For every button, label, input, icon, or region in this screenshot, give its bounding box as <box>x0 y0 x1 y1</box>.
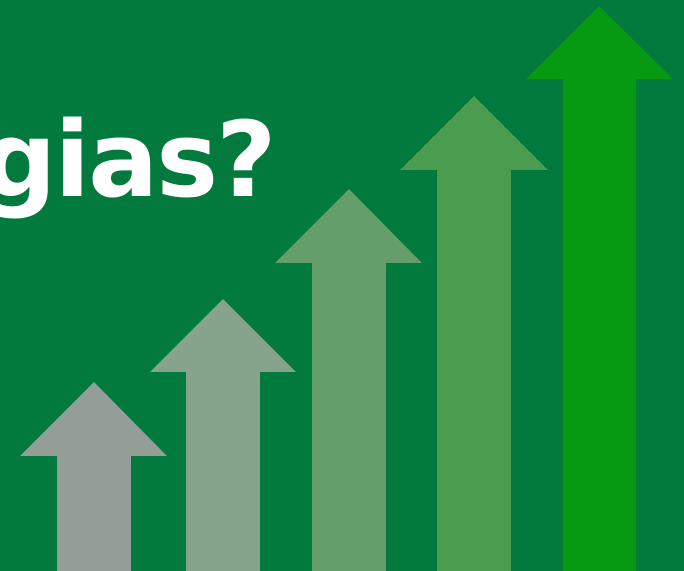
headline-text: gias? <box>0 99 277 221</box>
arrow-3 <box>275 189 422 571</box>
arrow-4 <box>400 96 548 571</box>
arrow-5 <box>526 6 673 571</box>
arrow-1 <box>20 382 167 571</box>
arrow-2 <box>150 299 296 571</box>
